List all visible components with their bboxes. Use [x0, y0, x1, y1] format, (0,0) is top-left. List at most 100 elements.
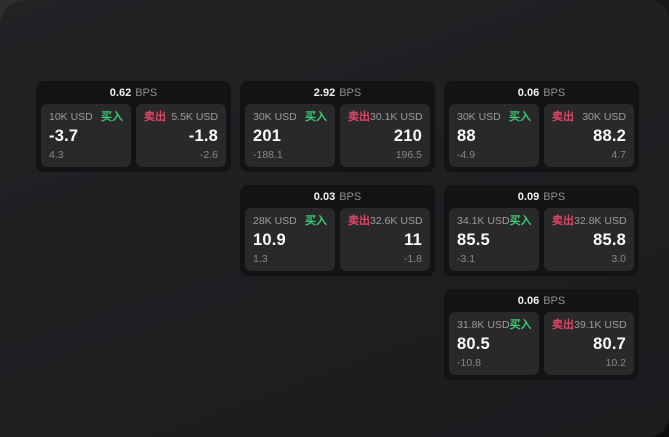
buy-price: 10.9 — [253, 230, 286, 249]
bps-unit-label: BPS — [339, 190, 362, 203]
bps-header: 0.06 BPS — [444, 81, 639, 104]
buy-sub-value: 4.3 — [49, 149, 64, 161]
sell-price: -1.8 — [188, 126, 218, 145]
sell-sub-value: -1.8 — [403, 253, 422, 265]
bps-unit-label: BPS — [543, 190, 566, 203]
sell-price: 210 — [393, 126, 422, 145]
sell-tile[interactable]: 卖出 32.8K USD 85.8 3.0 — [544, 208, 634, 271]
sell-button[interactable]: 卖出 — [552, 319, 574, 331]
quote-card: 0.06 BPS 31.8K USD 买入 80.5 -10.8 卖出 39.1… — [444, 289, 639, 380]
buy-button[interactable]: 买入 — [509, 111, 531, 123]
sell-price: 85.8 — [593, 230, 626, 249]
buy-amount-label: 31.8K USD — [457, 319, 510, 331]
sell-price: 11 — [404, 230, 422, 249]
sell-tile-top: 卖出 5.5K USD — [144, 111, 218, 123]
quote-card: 0.62 BPS 10K USD 买入 -3.7 4.3 卖出 5.5K USD… — [36, 81, 231, 172]
sell-sub-value: 10.2 — [605, 357, 626, 369]
sell-tile[interactable]: 卖出 39.1K USD 80.7 10.2 — [544, 312, 634, 375]
sell-button[interactable]: 卖出 — [348, 215, 370, 227]
buy-amount-label: 28K USD — [253, 215, 297, 227]
buy-tile-top: 28K USD 买入 — [253, 215, 327, 227]
buy-button[interactable]: 买入 — [101, 111, 123, 123]
sell-button[interactable]: 卖出 — [552, 111, 574, 123]
quote-card: 0.03 BPS 28K USD 买入 10.9 1.3 卖出 32.6K US… — [240, 185, 435, 276]
quote-card-body: 34.1K USD 买入 85.5 -3.1 卖出 32.8K USD 85.8… — [444, 208, 639, 276]
sell-sub-value: 3.0 — [611, 253, 626, 265]
sell-tile[interactable]: 卖出 32.6K USD 11 -1.8 — [340, 208, 430, 271]
bps-header: 0.06 BPS — [444, 289, 639, 312]
bps-value: 0.03 — [313, 190, 336, 203]
buy-price: 201 — [253, 126, 282, 145]
buy-sub-value: -4.9 — [457, 149, 476, 161]
sell-sub-value: 4.7 — [611, 149, 626, 161]
quote-card: 0.09 BPS 34.1K USD 买入 85.5 -3.1 卖出 32.8K… — [444, 185, 639, 276]
sell-price: 80.7 — [593, 334, 626, 353]
buy-tile-top: 10K USD 买入 — [49, 111, 123, 123]
sell-amount-label: 30K USD — [582, 111, 626, 123]
sell-tile-top: 卖出 39.1K USD — [552, 319, 627, 331]
buy-tile-top: 34.1K USD 买入 — [457, 215, 532, 227]
buy-tile-top: 30K USD 买入 — [253, 111, 327, 123]
bps-value: 0.06 — [517, 294, 540, 307]
buy-tile[interactable]: 28K USD 买入 10.9 1.3 — [245, 208, 335, 271]
buy-tile[interactable]: 30K USD 买入 88 -4.9 — [449, 104, 539, 167]
sell-sub-value: -2.6 — [199, 149, 218, 161]
sell-tile-top: 卖出 30.1K USD — [348, 111, 423, 123]
buy-sub-value: -10.8 — [457, 357, 481, 369]
quote-card-body: 10K USD 买入 -3.7 4.3 卖出 5.5K USD -1.8 -2.… — [36, 104, 231, 172]
bps-header: 0.62 BPS — [36, 81, 231, 104]
sell-button[interactable]: 卖出 — [144, 111, 166, 123]
buy-button[interactable]: 买入 — [305, 215, 327, 227]
buy-tile-top: 30K USD 买入 — [457, 111, 531, 123]
bps-header: 2.92 BPS — [240, 81, 435, 104]
buy-price: 85.5 — [457, 230, 490, 249]
bps-header: 0.03 BPS — [240, 185, 435, 208]
buy-tile[interactable]: 34.1K USD 买入 85.5 -3.1 — [449, 208, 539, 271]
sell-amount-label: 5.5K USD — [171, 111, 218, 123]
buy-tile[interactable]: 30K USD 买入 201 -188.1 — [245, 104, 335, 167]
buy-amount-label: 30K USD — [253, 111, 297, 123]
quote-card: 0.06 BPS 30K USD 买入 88 -4.9 卖出 30K USD 8… — [444, 81, 639, 172]
bps-value: 2.92 — [313, 86, 336, 99]
quotes-grid: 0.62 BPS 10K USD 买入 -3.7 4.3 卖出 5.5K USD… — [36, 81, 639, 380]
buy-sub-value: -3.1 — [457, 253, 476, 265]
sell-button[interactable]: 卖出 — [348, 111, 370, 123]
sell-button[interactable]: 卖出 — [552, 215, 574, 227]
buy-price: 88 — [457, 126, 476, 145]
bps-unit-label: BPS — [543, 294, 566, 307]
sell-amount-label: 30.1K USD — [370, 111, 423, 123]
quote-card-body: 30K USD 买入 201 -188.1 卖出 30.1K USD 210 1… — [240, 104, 435, 172]
sell-tile-top: 卖出 32.8K USD — [552, 215, 627, 227]
bps-header: 0.09 BPS — [444, 185, 639, 208]
buy-button[interactable]: 买入 — [509, 319, 532, 331]
buy-price: -3.7 — [49, 126, 79, 145]
quote-card-body: 28K USD 买入 10.9 1.3 卖出 32.6K USD 11 -1.8 — [240, 208, 435, 276]
quote-card: 2.92 BPS 30K USD 买入 201 -188.1 卖出 30.1K … — [240, 81, 435, 172]
sell-price: 88.2 — [593, 126, 626, 145]
sell-tile-top: 卖出 30K USD — [552, 111, 626, 123]
sell-tile[interactable]: 卖出 30K USD 88.2 4.7 — [544, 104, 634, 167]
sell-amount-label: 39.1K USD — [574, 319, 627, 331]
sell-amount-label: 32.6K USD — [370, 215, 423, 227]
buy-tile-top: 31.8K USD 买入 — [457, 319, 532, 331]
bps-unit-label: BPS — [135, 86, 158, 99]
buy-tile[interactable]: 31.8K USD 买入 80.5 -10.8 — [449, 312, 539, 375]
buy-sub-value: 1.3 — [253, 253, 268, 265]
sell-tile[interactable]: 卖出 30.1K USD 210 196.5 — [340, 104, 430, 167]
bps-value: 0.06 — [517, 86, 540, 99]
buy-button[interactable]: 买入 — [305, 111, 327, 123]
sell-tile[interactable]: 卖出 5.5K USD -1.8 -2.6 — [136, 104, 226, 167]
bps-value: 0.09 — [517, 190, 540, 203]
quote-card-body: 30K USD 买入 88 -4.9 卖出 30K USD 88.2 4.7 — [444, 104, 639, 172]
bps-unit-label: BPS — [339, 86, 362, 99]
sell-amount-label: 32.8K USD — [574, 215, 627, 227]
buy-amount-label: 30K USD — [457, 111, 501, 123]
buy-amount-label: 34.1K USD — [457, 215, 510, 227]
buy-sub-value: -188.1 — [253, 149, 283, 161]
quote-card-body: 31.8K USD 买入 80.5 -10.8 卖出 39.1K USD 80.… — [444, 312, 639, 380]
buy-amount-label: 10K USD — [49, 111, 93, 123]
buy-tile[interactable]: 10K USD 买入 -3.7 4.3 — [41, 104, 131, 167]
buy-button[interactable]: 买入 — [509, 215, 532, 227]
bps-value: 0.62 — [109, 86, 132, 99]
